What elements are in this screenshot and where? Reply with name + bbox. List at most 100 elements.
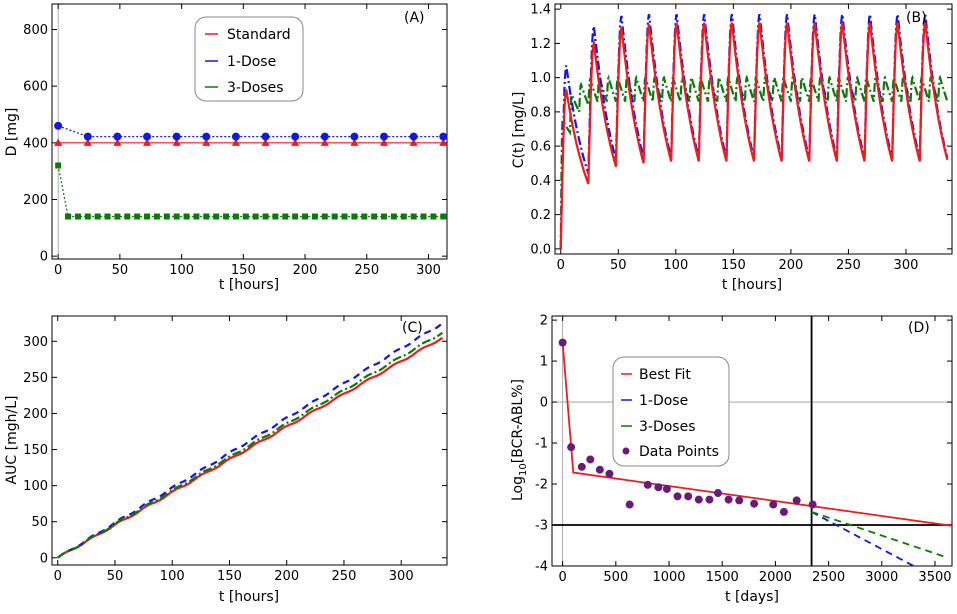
panel-d-y-tick-label: 0 bbox=[540, 396, 548, 411]
panel-c-series bbox=[57, 322, 444, 559]
panel-a-y-tick-label: 0 bbox=[40, 250, 48, 265]
panel-c-y-tick-label: 0 bbox=[40, 551, 48, 566]
panel-a-point bbox=[282, 213, 289, 220]
panel-d-series-line bbox=[811, 511, 946, 558]
panel-d-data-point bbox=[643, 480, 652, 489]
panel-c-x-tick-label: 0 bbox=[54, 569, 62, 584]
panel-b-x-tick-label: 150 bbox=[721, 258, 746, 273]
panel-a-x-tick-label: 250 bbox=[354, 263, 379, 278]
panel-a-point bbox=[113, 138, 122, 146]
panel-d-x-tick-label: 2000 bbox=[759, 570, 792, 585]
panel-b-y-tick-label: 0.2 bbox=[530, 208, 551, 223]
panel-b-series-line bbox=[559, 22, 949, 249]
panel-a-point bbox=[153, 213, 160, 220]
panel-c-x-tick-label: 300 bbox=[389, 569, 414, 584]
panel-a-point bbox=[83, 138, 92, 146]
panel-d-data-point bbox=[713, 489, 722, 498]
panel-d: 0 500 1000 1500 2000 2500 3000 3500-4-3-2-1012 … bbox=[510, 314, 953, 605]
panel-a-point bbox=[232, 213, 239, 220]
panel-a-point bbox=[440, 213, 447, 220]
panel-b-x-tick-label: 300 bbox=[894, 258, 919, 273]
panel-a-point bbox=[380, 132, 389, 141]
panel-a-point bbox=[430, 213, 437, 220]
panel-d-data-point bbox=[724, 495, 733, 504]
panel-a-point bbox=[54, 138, 63, 146]
panel-c-x-tick-label: 150 bbox=[217, 569, 242, 584]
panel-d-data-point bbox=[577, 462, 586, 471]
panel-d-data-point bbox=[595, 465, 604, 474]
panel-d-grid bbox=[552, 316, 952, 566]
panel-a-point bbox=[439, 138, 448, 146]
panel-a-point bbox=[262, 213, 269, 220]
panel-a-point bbox=[439, 132, 448, 141]
panel-d-series bbox=[558, 338, 952, 566]
panel-b-series bbox=[559, 13, 949, 249]
panel-b-ticks: 0 50 100 150 200 250 300 0.0 0.2 0.4 0.6 0.8 1.0 1.2 1… bbox=[530, 3, 952, 273]
panel-a-point bbox=[113, 132, 122, 141]
panel-d-data-point bbox=[769, 500, 778, 509]
panel-a-point bbox=[143, 138, 152, 146]
panel-b-frame bbox=[554, 3, 953, 255]
panel-c-label: (C) bbox=[402, 320, 423, 336]
panel-a-point bbox=[331, 213, 338, 220]
panel-a-point bbox=[124, 213, 131, 220]
panel-a-x-tick-label: 150 bbox=[231, 263, 256, 278]
panel-a-point bbox=[134, 213, 141, 220]
panel-d-data-point bbox=[605, 469, 614, 478]
panel-a-x-tick-label: 200 bbox=[293, 263, 318, 278]
panel-d-y-tick-label: 2 bbox=[540, 314, 548, 329]
panel-a-point bbox=[371, 213, 378, 220]
legend-one-dose-label: 1-Dose bbox=[227, 54, 276, 70]
panel-a-point bbox=[54, 121, 63, 130]
panel-c-ticks: 0 50 100 150 200 250 300 0 50 100 150 200 250 300 bbox=[23, 316, 447, 584]
panel-a-y-tick-label: 200 bbox=[23, 193, 48, 208]
panel-a-point bbox=[351, 213, 358, 220]
panel-b-x-label: t [hours] bbox=[722, 277, 782, 293]
panel-c-series-line bbox=[57, 336, 444, 559]
panel-a-point bbox=[231, 138, 240, 146]
panel-a-point bbox=[172, 138, 181, 146]
panel-d-y-tick-label: -1 bbox=[535, 437, 548, 452]
panel-a-y-tick-label: 600 bbox=[23, 80, 48, 95]
panel-d-data-point bbox=[586, 455, 595, 464]
panel-a-x-label: t [hours] bbox=[219, 277, 279, 293]
panel-a-point bbox=[144, 213, 151, 220]
legend-three-doses-label: 3-Doses bbox=[227, 80, 284, 96]
panel-a-point bbox=[350, 132, 359, 141]
panel-d-frame bbox=[551, 315, 953, 567]
legend-d-three-doses-label: 3-Doses bbox=[639, 419, 696, 435]
panel-a-point bbox=[83, 132, 92, 141]
panel-a-point bbox=[291, 132, 300, 141]
panel-d-data-point bbox=[808, 500, 817, 509]
panel-b-label: (B) bbox=[906, 10, 927, 26]
panel-b: 0 50 100 150 200 250 300 0.0 0.2 0.4 0.6 0.8 1.0 1.2 1… bbox=[511, 3, 953, 293]
panel-a-point bbox=[223, 213, 230, 220]
panel-a-point bbox=[65, 213, 72, 220]
panel-a-frame bbox=[51, 3, 448, 260]
panel-a-y-tick-label: 400 bbox=[23, 136, 48, 151]
panel-a-point bbox=[84, 213, 91, 220]
panel-d-x-tick-label: 3500 bbox=[918, 570, 951, 585]
panel-a-point bbox=[292, 213, 299, 220]
legend-data-points-swatch bbox=[622, 447, 630, 455]
panel-b-y-label: C(t) [mg/L] bbox=[511, 92, 527, 169]
panel-a-label: (A) bbox=[404, 10, 425, 26]
panel-d-legend: Best Fit 1-Dose 3-Doses Data Points bbox=[612, 356, 730, 467]
panel-d-x-tick-label: 1000 bbox=[652, 570, 685, 585]
panel-a-point bbox=[291, 138, 300, 146]
panel-d-data-point bbox=[673, 492, 682, 501]
panel-c-y-tick-label: 100 bbox=[23, 479, 48, 494]
panel-d-data-point bbox=[625, 500, 634, 509]
panel-a-series-line bbox=[57, 165, 444, 218]
panel-a-point bbox=[410, 213, 417, 220]
panel-a-point bbox=[114, 213, 121, 220]
panel-a-legend-box bbox=[194, 16, 304, 102]
legend-standard-label: Standard bbox=[227, 27, 291, 43]
panel-a-legend: Standard 1-Dose 3-Doses bbox=[194, 16, 304, 102]
panel-a-point bbox=[381, 213, 388, 220]
panel-c-series-line bbox=[57, 322, 444, 559]
legend-best-fit-label: Best Fit bbox=[639, 367, 691, 383]
panel-c-x-tick-label: 50 bbox=[107, 569, 124, 584]
panel-a-point bbox=[409, 132, 418, 141]
panel-a-point bbox=[320, 138, 329, 146]
